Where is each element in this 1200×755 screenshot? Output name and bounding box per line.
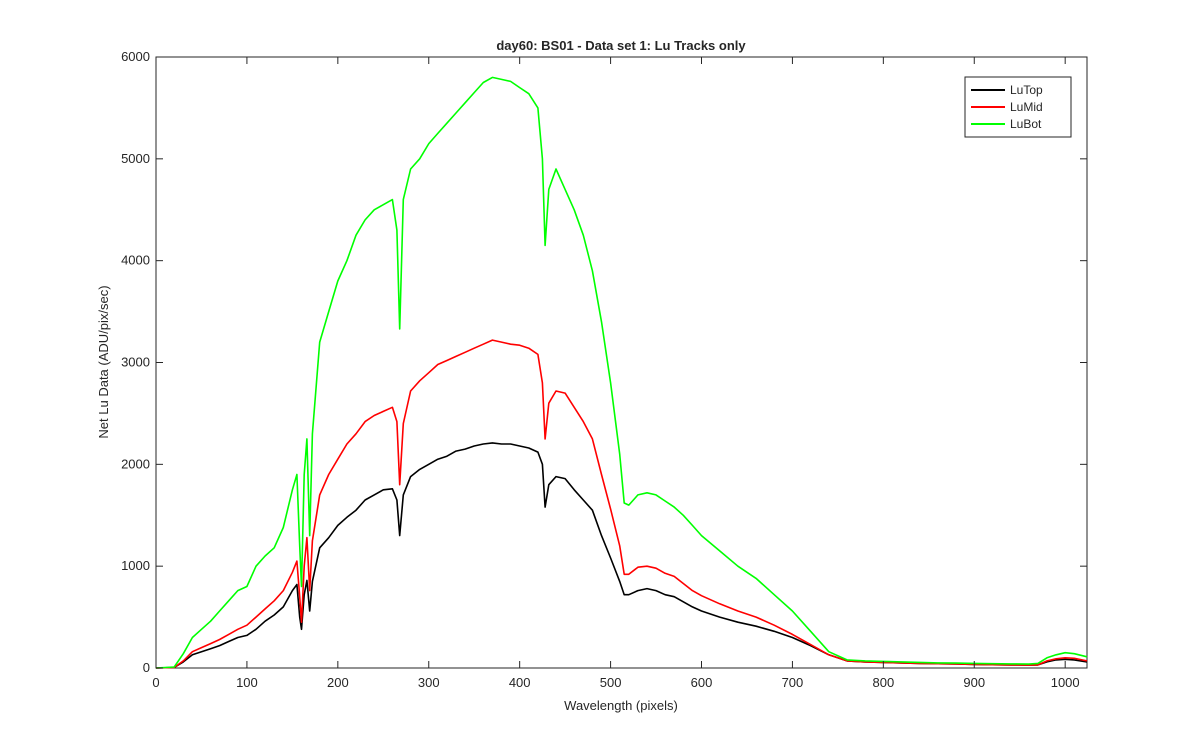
ticks-layer: 0 100 200 300 400 500 600 700 800 900 1000 0 1000 200… [121, 49, 1087, 690]
x-tick-label: 900 [963, 675, 985, 690]
x-tick-label: 700 [782, 675, 804, 690]
y-tick-label: 2000 [121, 456, 150, 471]
x-tick-label: 300 [418, 675, 440, 690]
x-tick-label: 400 [509, 675, 531, 690]
y-axis-label: Net Lu Data (ADU/pix/sec) [96, 285, 111, 438]
legend-label-lubot: LuBot [1010, 117, 1042, 131]
y-tick-label: 4000 [121, 253, 150, 268]
series-line-lubot [155, 76, 1088, 669]
y-tick-label: 0 [143, 660, 150, 675]
axes-box [155, 56, 1088, 669]
x-tick-label: 500 [600, 675, 622, 690]
x-tick-label: 200 [327, 675, 349, 690]
x-tick-label: 1000 [1051, 675, 1080, 690]
x-tick-label: 600 [691, 675, 713, 690]
chart-title: day60: BS01 - Data set 1: Lu Tracks only [496, 38, 746, 53]
legend-label-lutop: LuTop [1010, 83, 1043, 97]
x-tick-label: 100 [236, 675, 258, 690]
x-tick-label: 800 [872, 675, 894, 690]
x-axis-label: Wavelength (pixels) [564, 698, 678, 713]
y-tick-label: 3000 [121, 355, 150, 370]
plot-area: 0 100 200 300 400 500 600 700 800 900 1000 0 1000 200… [121, 49, 1088, 690]
y-tick-label: 5000 [121, 151, 150, 166]
series-line-lumid [155, 339, 1088, 669]
legend-label-lumid: LuMid [1010, 100, 1043, 114]
y-tick-label: 1000 [121, 558, 150, 573]
x-tick-label: 0 [152, 675, 159, 690]
y-tick-label: 6000 [121, 49, 150, 64]
legend: LuTop LuMid LuBot [964, 76, 1072, 138]
series-layer [155, 76, 1088, 669]
